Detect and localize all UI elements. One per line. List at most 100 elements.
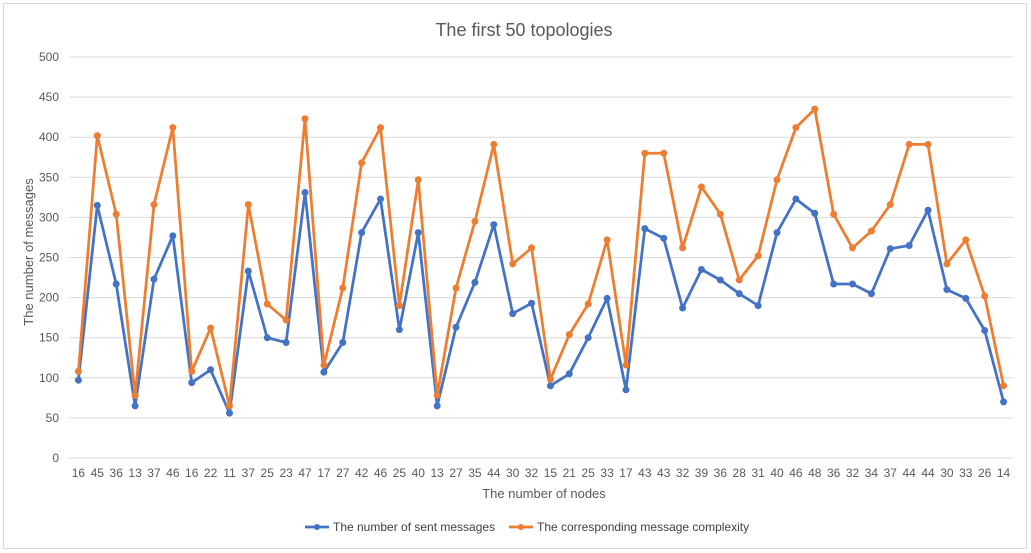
series-2-point [112, 210, 120, 218]
series-2-point [282, 316, 290, 324]
series-1-point [282, 339, 290, 347]
x-tick-label: 37 [242, 466, 256, 480]
series-2-point [509, 260, 517, 268]
series-2-point [471, 217, 479, 225]
x-tick-label: 36 [714, 466, 728, 480]
series-1-point [584, 334, 592, 342]
series-1-point [433, 402, 441, 410]
series-2-point [188, 367, 196, 375]
series-1-point [225, 409, 233, 417]
x-tick-label: 30 [506, 466, 520, 480]
y-tick-label: 100 [39, 371, 59, 385]
series-2-point [93, 132, 101, 140]
series-2-point [339, 284, 347, 292]
x-tick-label: 22 [204, 466, 218, 480]
series-1-point [131, 402, 139, 410]
series-2-point [924, 140, 932, 148]
series-1-point [452, 323, 460, 331]
x-tick-label: 15 [544, 466, 558, 480]
series-1-point [773, 229, 781, 237]
y-tick-label: 200 [39, 291, 59, 305]
legend-item-2: The corresponding message complexity [509, 520, 749, 534]
x-tick-label: 27 [336, 466, 350, 480]
x-tick-label: 25 [582, 466, 596, 480]
series-2-point [641, 149, 649, 157]
series-1-point [74, 376, 82, 384]
x-tick-label: 37 [147, 466, 161, 480]
x-tick-label: 34 [865, 466, 879, 480]
x-tick-label: 44 [487, 466, 501, 480]
series-2-point [905, 140, 913, 148]
series-2-point [452, 284, 460, 292]
series-1-point [112, 280, 120, 288]
series-1-point [207, 366, 215, 374]
series-1-point [377, 195, 385, 203]
series-1-point [546, 382, 554, 390]
series-1-point [735, 290, 743, 298]
x-tick-label: 30 [940, 466, 954, 480]
series-2 [74, 105, 1008, 410]
series-1-point [811, 209, 819, 217]
x-axis-title: The number of nodes [482, 486, 606, 501]
series-1-point [905, 241, 913, 249]
y-tick-label: 350 [39, 170, 59, 184]
series-1-point [320, 368, 328, 376]
series-2-point [207, 324, 215, 332]
series-1-point [188, 379, 196, 387]
series-1-point [792, 195, 800, 203]
series-1-point [697, 266, 705, 274]
x-tick-label: 39 [695, 466, 709, 480]
series-2-point [660, 149, 668, 157]
x-tick-label: 11 [223, 466, 236, 480]
series-2-point [811, 105, 819, 113]
x-tick-label: 13 [128, 466, 142, 480]
x-tick-label: 33 [600, 466, 614, 480]
x-tick-label: 23 [279, 466, 293, 480]
series-1-point [358, 229, 366, 237]
x-tick-label: 37 [884, 466, 898, 480]
x-tick-label: 32 [676, 466, 690, 480]
series-2-point [528, 244, 536, 252]
x-tick-label: 33 [959, 466, 973, 480]
series-2-point [395, 302, 403, 310]
series-1-point [169, 232, 177, 240]
series-1-point [339, 339, 347, 347]
legend-label: The corresponding message complexity [537, 520, 749, 534]
x-axis-tick-labels: 16 45 36 13 37 46 16 22 11 37 25 23 47 17 27 42 46 25 40 13… [72, 466, 1011, 480]
series-1-point [490, 221, 498, 229]
series-2-point [603, 236, 611, 244]
series-1-point [528, 299, 536, 307]
legend-item-1: The number of sent messages [305, 520, 495, 534]
x-tick-label: 25 [393, 466, 407, 480]
x-tick-label: 46 [374, 466, 388, 480]
x-tick-label: 26 [978, 466, 992, 480]
series-1 [74, 189, 1008, 417]
series-1-point [981, 326, 989, 334]
series-1-point [150, 275, 158, 283]
series-2-point [735, 276, 743, 284]
series-1-point [93, 201, 101, 209]
x-tick-label: 47 [298, 466, 312, 480]
y-tick-label: 150 [39, 331, 59, 345]
legend-label: The number of sent messages [333, 520, 495, 534]
series-2-point [773, 176, 781, 184]
x-tick-label: 46 [789, 466, 803, 480]
series-2-point [433, 391, 441, 399]
y-tick-label: 50 [46, 411, 60, 425]
series-2-point [244, 201, 252, 209]
series-2-line [77, 107, 1005, 408]
y-tick-label: 450 [39, 90, 59, 104]
x-tick-label: 44 [902, 466, 916, 480]
series-1-point [962, 294, 970, 302]
series-2-point [320, 361, 328, 369]
x-tick-label: 36 [827, 466, 841, 480]
series-lines [74, 105, 1008, 417]
series-1-point [565, 370, 573, 378]
x-tick-label: 17 [317, 466, 331, 480]
x-tick-label: 36 [110, 466, 124, 480]
series-1-point [301, 189, 309, 197]
series-2-point [546, 375, 554, 383]
series-2-point [301, 115, 309, 123]
legend-swatch-marker [314, 524, 320, 530]
